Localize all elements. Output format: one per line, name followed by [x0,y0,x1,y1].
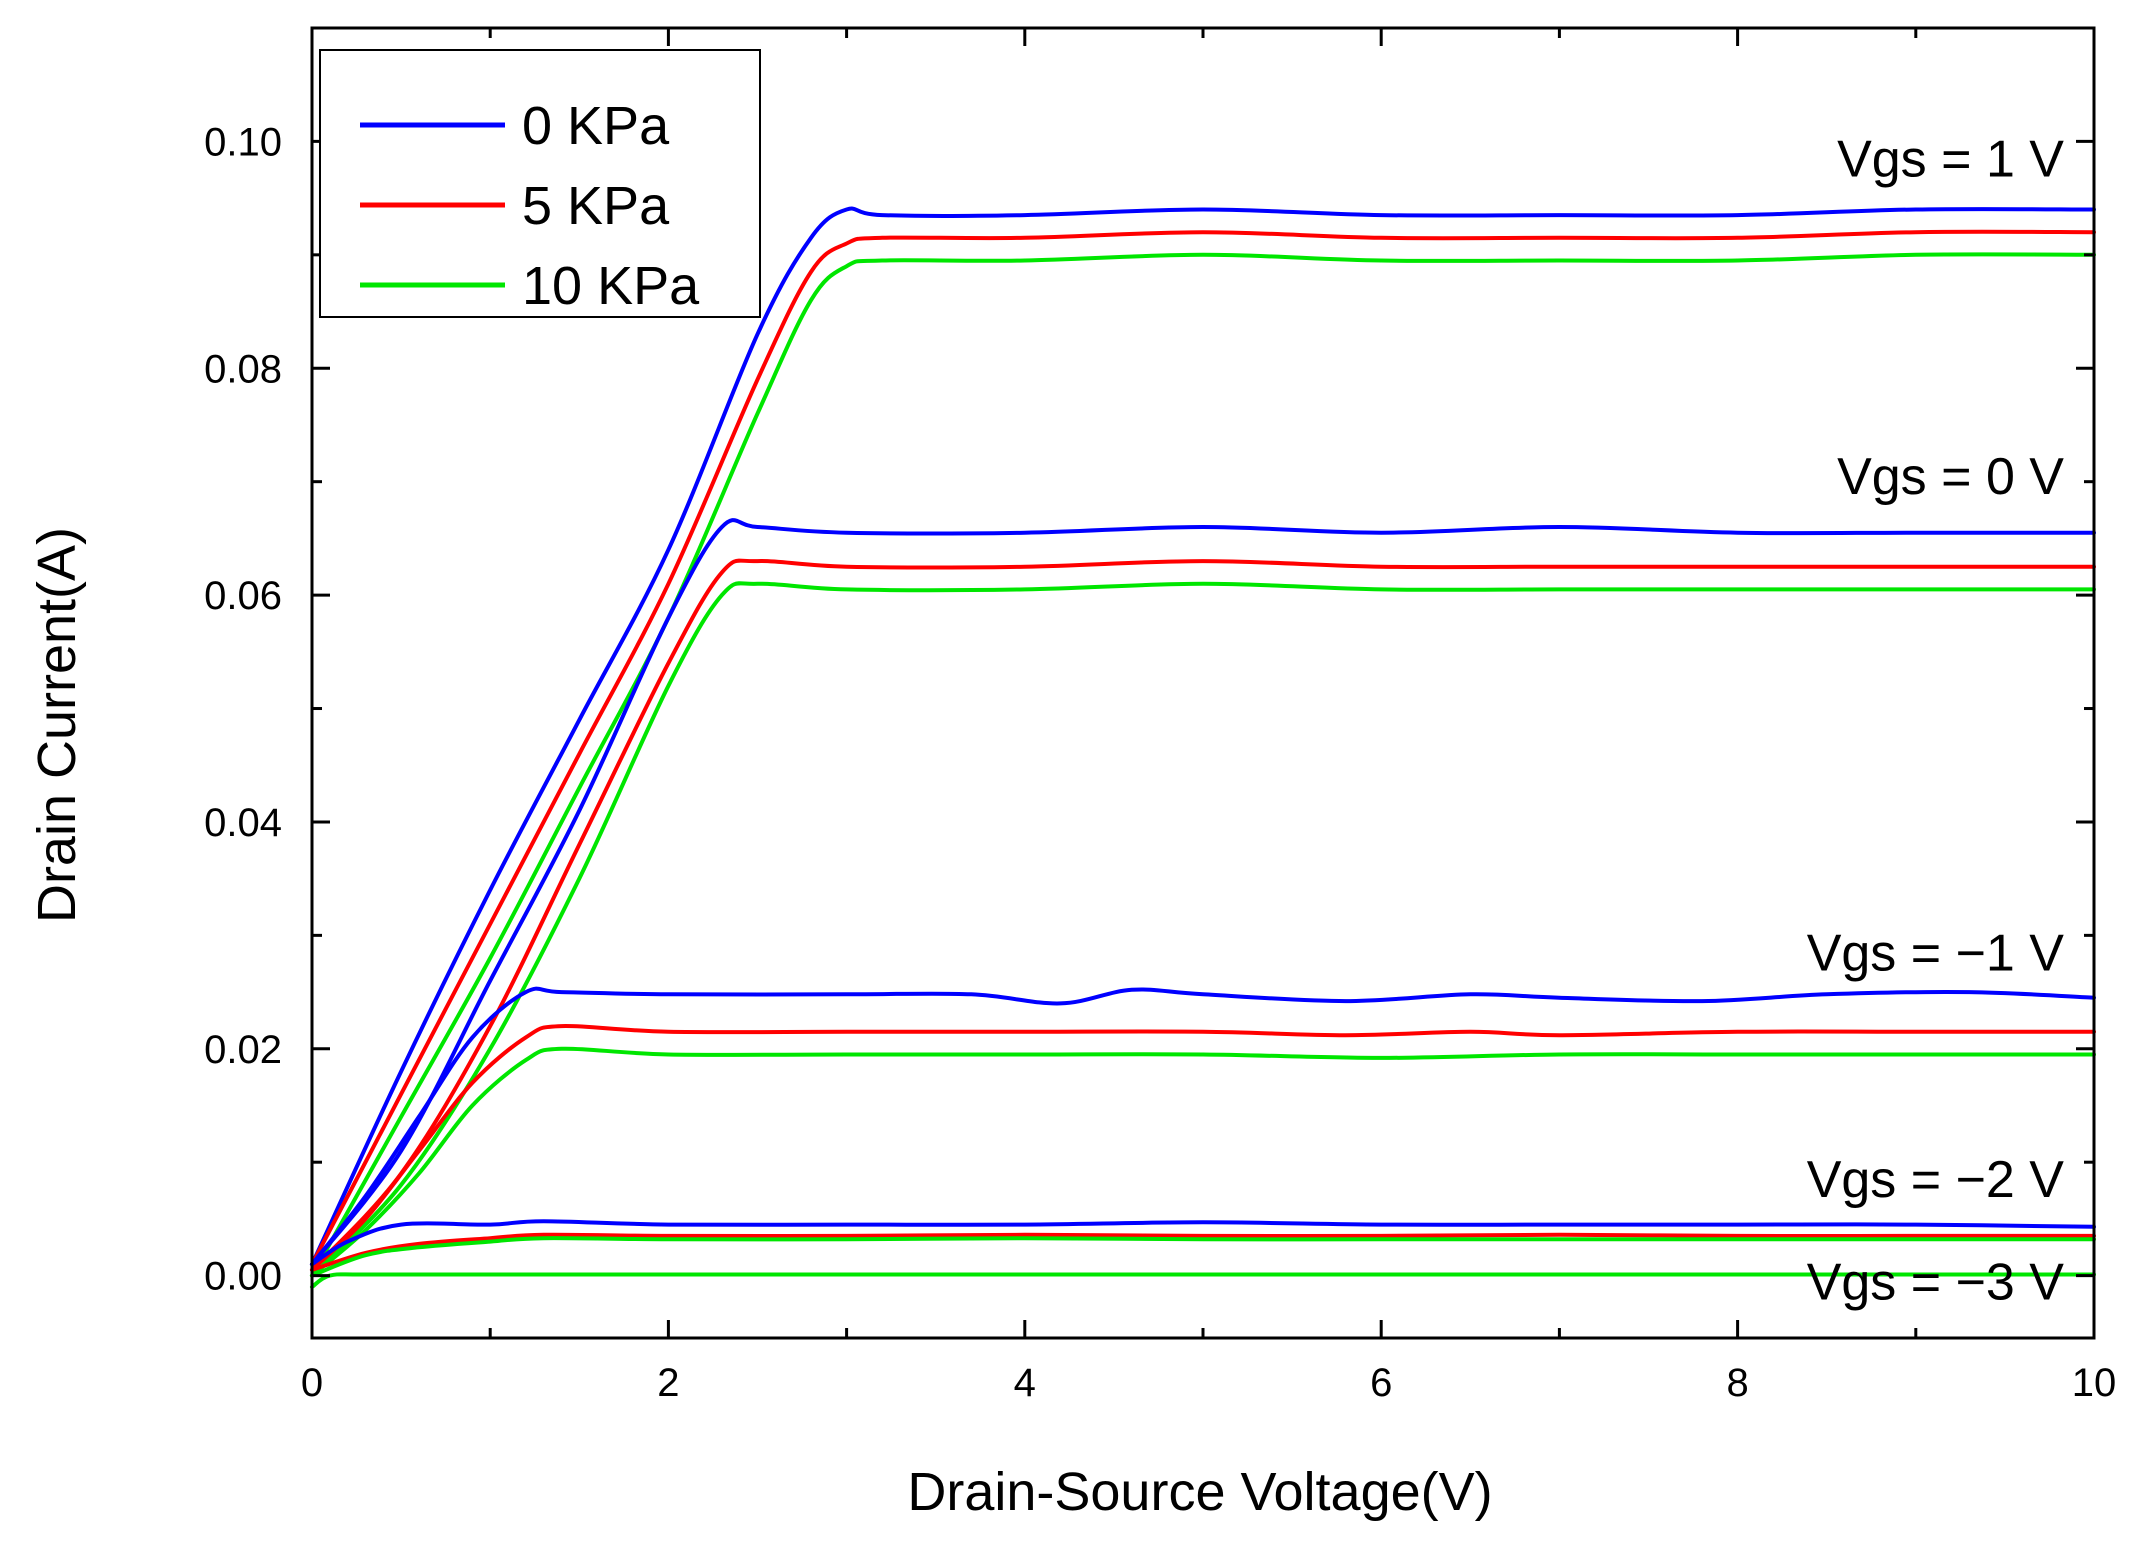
series-line-5-kpa-vgs-neg2v [310,1232,2096,1272]
series-line-0-kpa-vgs-neg2v [310,1219,2096,1267]
x-tick-label: 0 [301,1361,323,1405]
y-tick-label: 0.04 [204,801,282,845]
x-tick-label: 10 [2072,1361,2117,1405]
y-tick-label: 0.08 [204,347,282,391]
series-line-10-kpa-vgs-1v [310,252,2096,1278]
y-tick-label: 0.06 [204,574,282,618]
series-line-5-kpa-vgs-0v [310,558,2096,1272]
vgs-annotation: Vgs = −2 V [1807,1151,2065,1209]
x-tick-label: 6 [1370,1361,1392,1405]
vgs-annotation: Vgs = 0 V [1837,448,2064,506]
x-axis-title: Drain-Source Voltage(V) [907,1462,1492,1522]
vgs-annotation: Vgs = −3 V [1807,1253,2065,1311]
y-axis-title: Drain Current(A) [27,527,87,923]
y-tick-label: 0.02 [204,1028,282,1072]
legend: 0 KPa 5 KPa 10 KPa [319,49,761,318]
axes-layer: 0 2 4 6 8 10 0.00 0.02 0.04 0.06 0.08 0.10 [204,26,2117,1405]
x-tick-label: 8 [1726,1361,1748,1405]
vgs-annotation: Vgs = 1 V [1837,130,2064,188]
legend-label: 10 KPa [522,256,700,316]
series-line-5-kpa-vgs-neg1v [310,1024,2096,1272]
legend-box [319,49,761,318]
x-tick-label: 4 [1014,1361,1036,1405]
series-line-0-kpa-vgs-neg1v [310,986,2096,1267]
series-line-0-kpa-vgs-0v [310,518,2096,1267]
legend-label: 5 KPa [522,176,670,236]
series-line-10-kpa-vgs-neg2v [310,1236,2096,1278]
vgs-annotation: Vgs = −1 V [1807,924,2065,982]
series-line-5-kpa-vgs-1v [310,229,2096,1267]
y-tick-label: 0.00 [204,1255,282,1299]
legend-label: 0 KPa [522,96,670,156]
x-tick-label: 2 [657,1361,679,1405]
annotations-layer: Vgs = 1 V Vgs = 0 V Vgs = −1 V Vgs = −2 V Vg… [1807,130,2065,1311]
series-line-10-kpa-vgs-neg1v [310,1046,2096,1278]
series-line-0-kpa-vgs-1v [310,206,2096,1267]
series-line-10-kpa-vgs-neg3v [310,1272,2096,1289]
series-layer [310,206,2096,1289]
y-tick-label: 0.10 [204,120,282,164]
